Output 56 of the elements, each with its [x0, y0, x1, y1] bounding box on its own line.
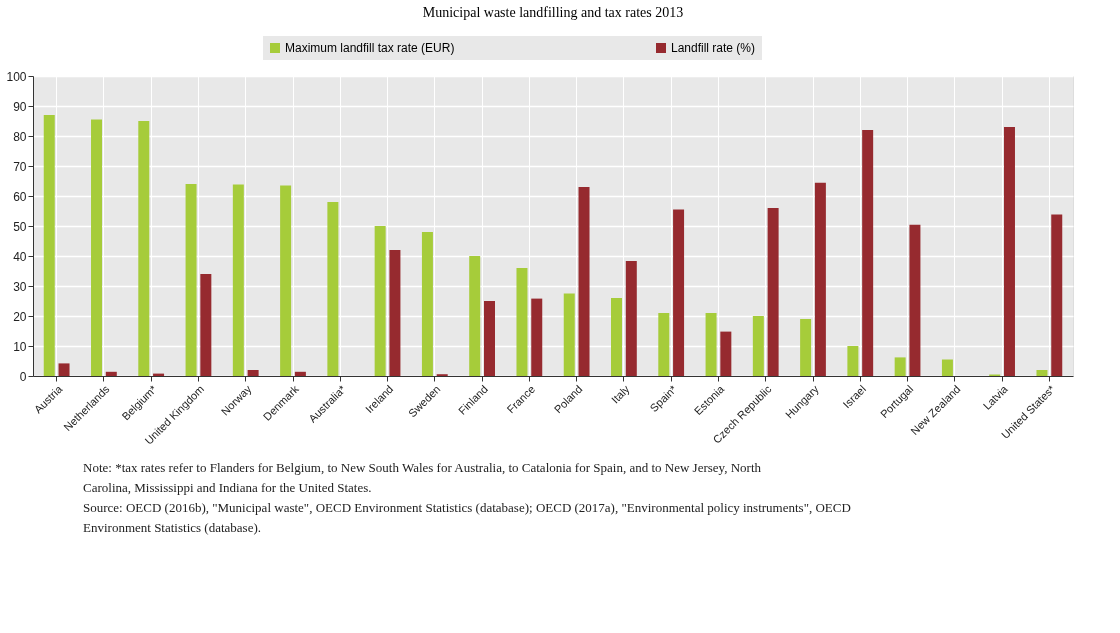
bar [625, 261, 637, 376]
bar [673, 209, 685, 376]
bar [611, 298, 623, 376]
bar [469, 256, 481, 376]
text: Note: *tax rates refer to Flanders for Belgium, to New South Wales for Australia, to Catalonia for Spain, and to New Jersey, North Carolina, Mississippi and Indiana for the United States. [83, 460, 762, 495]
legend-label: Maximum landfill tax rate (EUR) [285, 41, 455, 55]
bar [280, 185, 292, 376]
bar [483, 301, 495, 376]
y-tick-label: 70 [13, 159, 27, 174]
y-tick-label: 20 [13, 309, 27, 324]
bar [862, 130, 874, 376]
bar [516, 268, 528, 376]
bar [247, 370, 259, 376]
bar [138, 121, 150, 376]
bar [58, 363, 70, 376]
bar [814, 182, 826, 376]
bar [752, 316, 764, 376]
bar [185, 184, 197, 376]
bar [847, 346, 859, 376]
bar [200, 274, 212, 376]
bar [1036, 370, 1048, 376]
y-tick-label: 60 [13, 189, 27, 204]
legend-label: Landfill rate (%) [671, 41, 756, 55]
bar [658, 313, 670, 376]
bar [578, 187, 590, 376]
y-tick-label: 0 [19, 369, 27, 384]
chart-title: Municipal waste landfilling and tax rates 2013 [422, 5, 684, 20]
y-tick-label: 100 [6, 69, 27, 84]
bar [909, 224, 921, 376]
bar [421, 232, 433, 376]
bar [1003, 127, 1015, 376]
y-tick-label: 40 [13, 249, 27, 264]
bar [327, 202, 339, 376]
bar [563, 293, 575, 376]
bar [374, 226, 386, 376]
bar [800, 319, 812, 376]
bar [43, 115, 55, 376]
bar [705, 313, 717, 376]
bar [894, 357, 906, 376]
y-tick-label: 50 [13, 219, 27, 234]
bar [232, 184, 244, 376]
bar [1051, 214, 1063, 376]
bar [294, 371, 306, 376]
y-tick-label: 80 [13, 129, 27, 144]
y-tick-label: 10 [13, 339, 27, 354]
bar [941, 359, 953, 376]
bar [720, 331, 732, 376]
bar [767, 208, 779, 376]
x-tick-label: Italy [608, 382, 633, 406]
bar [531, 298, 543, 376]
bar [105, 371, 117, 376]
source-note: Source: OECD (2016b), "Municipal waste", OECD Environment Statistics (database); OECD (2017a), "Environmental policy instruments", OECD Environment Statistics (database). [83, 500, 851, 535]
y-tick-label: 90 [13, 99, 27, 114]
y-tick-label: 30 [13, 279, 27, 294]
bar [91, 119, 103, 376]
bar [389, 250, 401, 376]
